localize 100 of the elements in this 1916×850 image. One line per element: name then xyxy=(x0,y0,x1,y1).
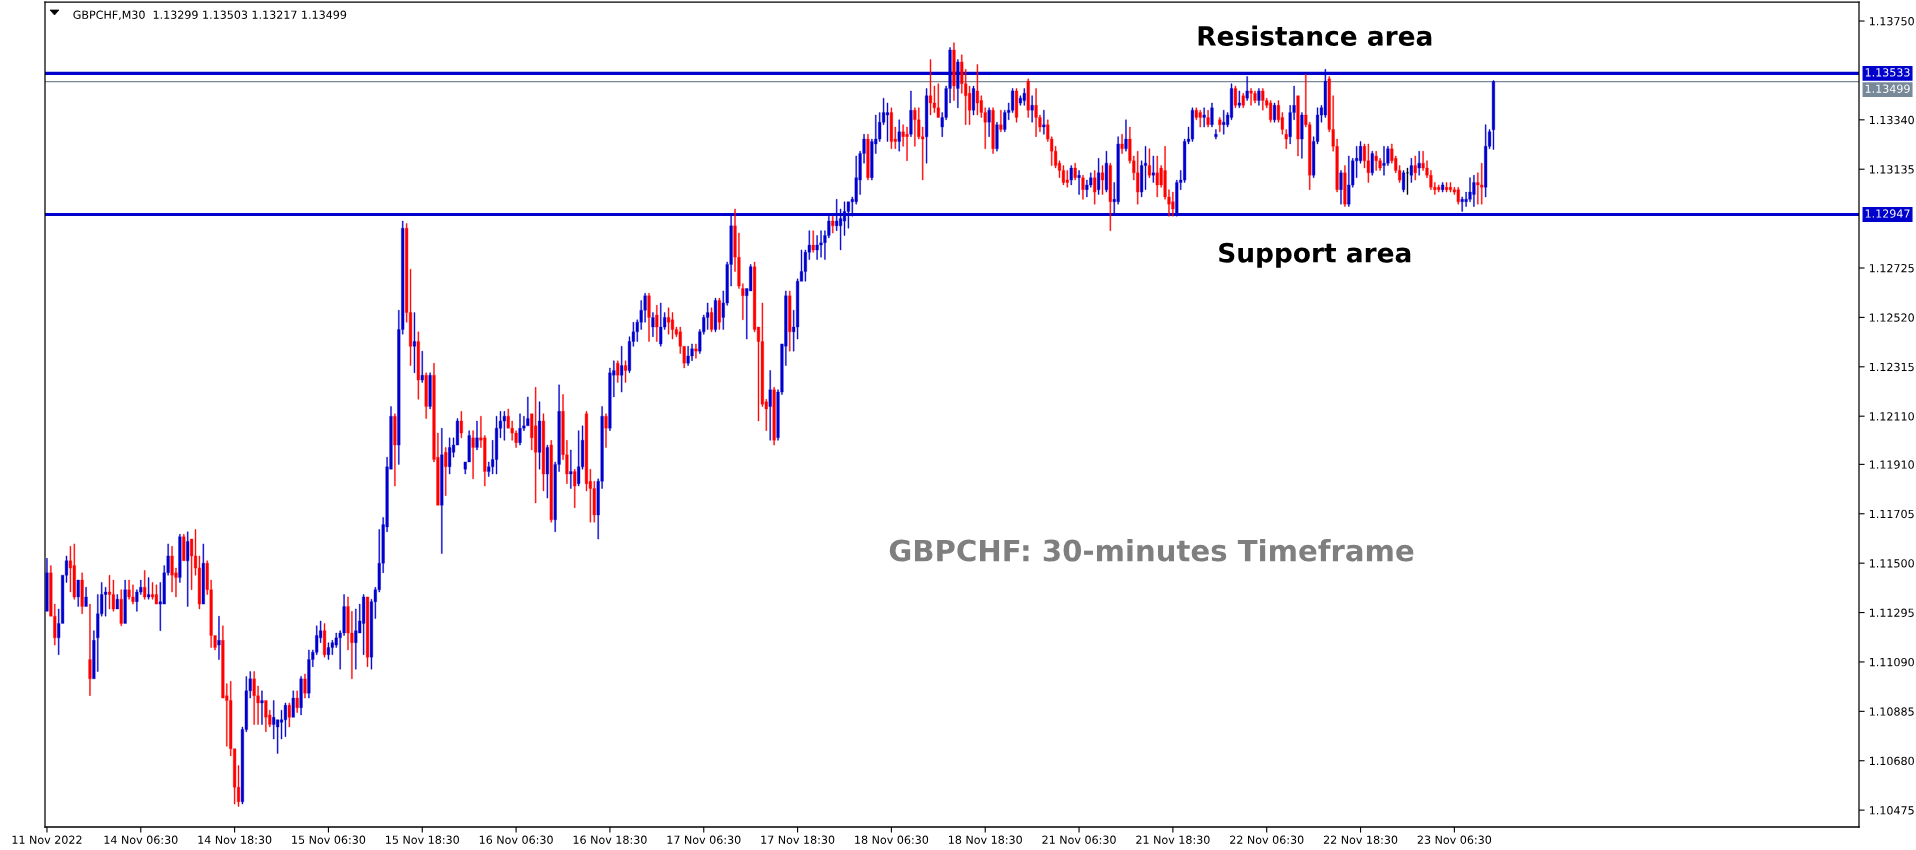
candlestick xyxy=(1437,184,1441,193)
y-tick-label: 1.13340 xyxy=(1869,115,1914,125)
y-tick-label: 1.10885 xyxy=(1869,707,1914,716)
candlestick xyxy=(440,428,444,554)
candlestick xyxy=(322,623,327,658)
candlestick xyxy=(88,603,92,696)
candlestick xyxy=(971,85,976,116)
candlestick xyxy=(655,305,659,342)
x-tick-label: 14 Nov 06:30 xyxy=(104,835,178,844)
y-tick-label: 1.13750 xyxy=(1869,17,1914,26)
candlestick xyxy=(1445,182,1449,193)
candlestick xyxy=(448,437,452,475)
candlestick xyxy=(428,372,432,410)
candlestick xyxy=(768,370,772,441)
candlestick xyxy=(620,346,624,393)
candlestick xyxy=(111,579,115,612)
x-tick-label: 15 Nov 06:30 xyxy=(292,835,366,844)
candlestick xyxy=(1202,107,1206,128)
x-tick-label: 17 Nov 06:30 xyxy=(667,835,741,844)
candlestick xyxy=(362,594,366,655)
candlestick xyxy=(788,290,792,352)
candlestick xyxy=(1409,158,1413,183)
candlestick xyxy=(1269,100,1273,123)
candlestick xyxy=(154,584,158,605)
x-tick-label: 16 Nov 06:30 xyxy=(479,835,553,844)
candlestick xyxy=(1108,162,1112,231)
candlestick xyxy=(291,690,295,718)
candlestick xyxy=(119,589,123,627)
candlestick xyxy=(538,401,542,470)
x-tick-label: 17 Nov 18:30 xyxy=(761,835,835,844)
candlestick xyxy=(107,575,112,610)
y-tick-label: 1.10475 xyxy=(1869,806,1914,815)
candlestick xyxy=(287,702,291,728)
x-tick-label: 21 Nov 18:30 xyxy=(1136,835,1210,844)
candlestick xyxy=(573,468,577,508)
candlestick xyxy=(1441,182,1445,193)
text: GBPCHF: 30-minutes Timeframe xyxy=(889,538,1414,562)
candlestick xyxy=(299,676,303,716)
candlestick xyxy=(647,293,651,342)
candlestick xyxy=(1417,150,1421,176)
candlestick xyxy=(1347,155,1351,207)
candlestick xyxy=(326,642,330,660)
candlestick xyxy=(1480,162,1484,205)
candlestick xyxy=(913,107,917,147)
y-tick-label: 1.11910 xyxy=(1869,460,1914,469)
candlestick xyxy=(975,64,979,116)
candlestick xyxy=(936,83,940,118)
candlestick xyxy=(1253,90,1257,104)
candlestick xyxy=(772,387,776,446)
candlestick xyxy=(303,673,307,699)
candlestick xyxy=(1214,129,1218,140)
x-tick-label: 18 Nov 18:30 xyxy=(949,835,1022,844)
candlestick xyxy=(1171,191,1175,217)
candlestick xyxy=(1456,187,1460,205)
candlestick xyxy=(365,596,370,667)
y-tick-label: 1.13135 xyxy=(1869,165,1914,174)
candlestick xyxy=(182,534,186,561)
candlestick xyxy=(1151,155,1155,183)
candlestick xyxy=(694,343,698,359)
x-tick-label: 15 Nov 18:30 xyxy=(386,835,459,844)
x-tick-label: 23 Nov 06:30 xyxy=(1417,835,1492,844)
candlestick xyxy=(84,587,88,607)
y-tick-label: 1.12315 xyxy=(1869,362,1914,372)
candlestick xyxy=(1237,90,1241,108)
ref-line-label: 1.13533 xyxy=(1865,68,1910,77)
candlestick xyxy=(495,415,499,475)
candlestick xyxy=(1241,93,1245,108)
candlestick xyxy=(123,579,127,624)
candlestick xyxy=(909,90,913,137)
candlestick xyxy=(659,302,663,347)
candlestick xyxy=(1413,155,1417,181)
candlestick xyxy=(502,411,506,441)
candlestick xyxy=(534,387,538,504)
candlestick xyxy=(549,440,553,523)
candlestick xyxy=(444,447,448,496)
candlestick xyxy=(713,297,718,333)
candlestick xyxy=(1034,88,1038,137)
candlestick xyxy=(541,413,545,492)
candlestick xyxy=(1339,170,1343,205)
x-tick-label: 21 Nov 06:30 xyxy=(1042,835,1116,844)
candlestick xyxy=(1014,88,1019,123)
annotation: Resistance area xyxy=(1198,25,1432,46)
candlestick xyxy=(710,307,714,333)
candlestick xyxy=(264,700,268,733)
candlestick xyxy=(115,594,119,610)
candlestick xyxy=(956,59,960,108)
candlestick xyxy=(201,543,205,605)
candlestick xyxy=(1261,88,1265,111)
y-tick-label: 1.11500 xyxy=(1869,559,1914,568)
candlestick xyxy=(1124,119,1128,152)
candlestick xyxy=(831,215,835,234)
candlestick xyxy=(1100,165,1105,195)
y-tick-label: 1.12520 xyxy=(1869,313,1914,322)
y-tick-label: 1.11295 xyxy=(1869,608,1914,617)
candlestick xyxy=(1272,102,1277,123)
candlestick xyxy=(526,396,530,427)
candlestick xyxy=(952,42,956,101)
candlestick xyxy=(1491,80,1495,150)
candlestick xyxy=(186,531,190,607)
candlestick xyxy=(147,577,151,600)
